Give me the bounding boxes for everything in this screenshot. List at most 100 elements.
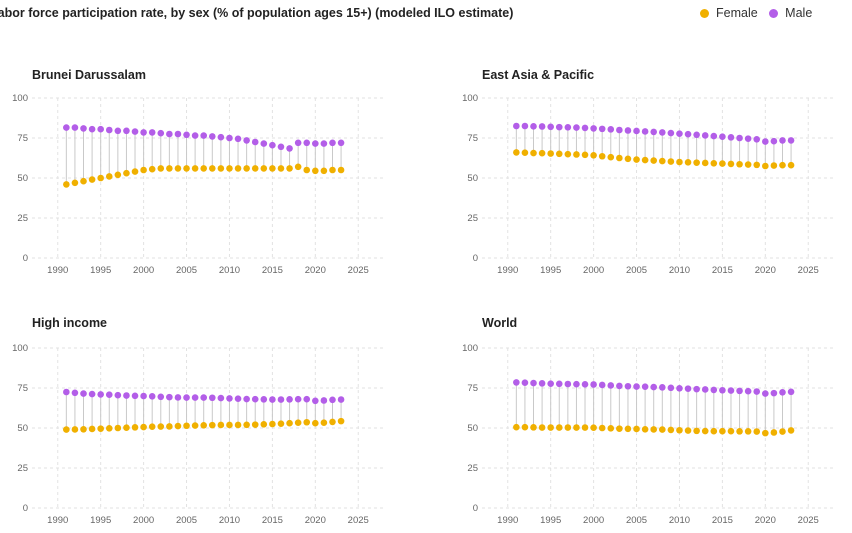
data-point-male [667, 384, 675, 392]
data-point-female [123, 169, 130, 177]
data-point-male [80, 390, 87, 397]
data-point-female [762, 162, 769, 170]
data-point-male [538, 123, 546, 130]
data-point-female [547, 424, 554, 431]
data-point-female [633, 425, 640, 433]
data-point-male [174, 130, 182, 138]
data-point-male [157, 393, 165, 401]
data-point-female [174, 165, 182, 172]
data-point-female [269, 420, 276, 428]
x-tick-label: 2010 [219, 265, 240, 276]
data-point-male [329, 139, 336, 147]
data-point-female [105, 425, 113, 432]
data-point-male [329, 396, 336, 404]
data-point-female [312, 167, 319, 175]
data-point-male [598, 125, 606, 133]
data-point-male [650, 383, 658, 391]
x-tick-label: 2020 [305, 265, 326, 276]
data-point-female [191, 165, 199, 172]
data-point-female [140, 423, 147, 431]
x-tick-label: 2025 [798, 515, 819, 526]
panel-title: East Asia & Pacific [482, 68, 594, 82]
data-point-female [547, 150, 554, 157]
data-point-male [217, 133, 225, 141]
data-point-male [770, 137, 778, 145]
data-point-male [658, 384, 666, 391]
data-point-male [753, 135, 761, 143]
data-point-female [140, 166, 147, 174]
x-tick-label: 1990 [497, 515, 518, 526]
data-point-male [547, 380, 554, 387]
panel-4: World 0 25 50 75 100 1990 1995 2000 2005 2010 2015 2… [462, 316, 834, 526]
data-point-female [217, 165, 225, 172]
data-point-female [234, 165, 242, 172]
data-point-female [719, 160, 726, 167]
legend-swatch-male [769, 9, 779, 18]
x-tick-label: 1995 [90, 515, 111, 526]
data-point-male [521, 122, 529, 130]
data-point-female [710, 159, 718, 167]
data-point-male [555, 123, 563, 131]
data-point-male [337, 396, 345, 403]
data-point-female [97, 174, 104, 182]
y-tick-label: 50 [17, 173, 28, 184]
data-point-female [303, 166, 311, 174]
legend-item-male[interactable]: Male [769, 6, 812, 20]
data-point-female [88, 176, 96, 183]
data-point-male [243, 395, 250, 403]
data-point-male [598, 381, 606, 389]
data-point-male [260, 396, 268, 403]
data-point-male [114, 127, 122, 135]
data-point-female [727, 160, 735, 168]
data-point-male [208, 394, 216, 402]
y-tick-label: 75 [467, 133, 478, 144]
x-tick-label: 2020 [755, 515, 776, 526]
panel-2: East Asia & Pacific 0 25 50 75 100 1990 1995 200… [462, 68, 834, 276]
data-point-female [787, 161, 795, 169]
x-tick-label: 1995 [90, 265, 111, 276]
data-point-male [312, 140, 319, 147]
data-point-female [650, 157, 658, 164]
data-point-male [744, 135, 752, 142]
data-point-male [581, 124, 589, 132]
data-point-female [337, 417, 345, 425]
y-tick-label: 50 [467, 423, 478, 434]
data-point-male [294, 139, 302, 147]
data-point-female [555, 150, 563, 158]
data-point-female [538, 424, 546, 431]
data-point-male [633, 383, 640, 390]
data-point-female [148, 423, 156, 431]
data-point-male [303, 139, 311, 147]
data-point-female [200, 165, 208, 172]
data-point-male [762, 390, 769, 397]
data-point-male [787, 388, 795, 396]
x-tick-label: 2000 [583, 515, 604, 526]
data-point-female [658, 157, 666, 165]
data-point-male [719, 386, 726, 394]
data-point-female [277, 420, 285, 427]
data-point-male [200, 132, 208, 139]
data-point-male [624, 382, 632, 390]
x-tick-label: 2015 [262, 515, 283, 526]
data-point-female [521, 149, 529, 157]
data-point-female [590, 151, 597, 159]
data-point-male [564, 123, 572, 131]
data-point-female [200, 421, 208, 429]
data-point-female [131, 168, 139, 175]
data-point-female [131, 424, 139, 431]
data-point-male [676, 130, 683, 137]
data-point-male [123, 127, 130, 135]
data-point-male [114, 391, 122, 399]
legend-item-female[interactable]: Female [700, 6, 758, 20]
data-point-female [286, 419, 293, 427]
data-point-male [693, 385, 700, 393]
y-tick-label: 0 [473, 503, 478, 514]
data-point-female [719, 427, 726, 435]
x-tick-label: 1995 [540, 515, 561, 526]
y-tick-label: 0 [473, 253, 478, 264]
data-point-female [555, 424, 563, 431]
data-point-female [320, 167, 328, 175]
data-point-female [727, 427, 735, 435]
data-point-female [693, 159, 700, 166]
